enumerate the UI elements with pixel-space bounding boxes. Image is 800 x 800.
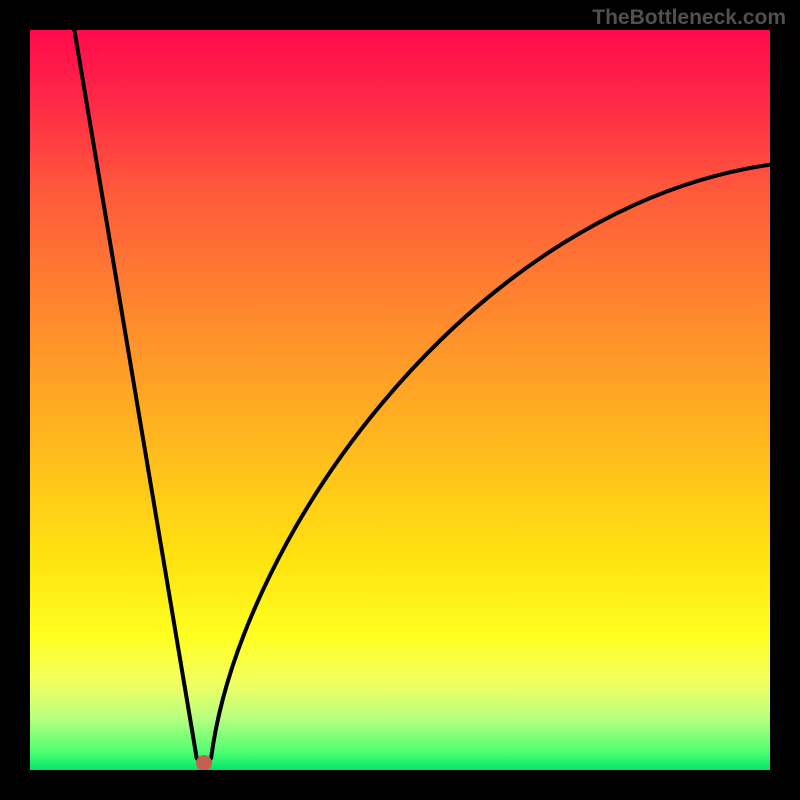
chart-plot-area [30,30,770,770]
watermark-text: TheBottleneck.com [592,6,786,30]
bottleneck-curve [30,30,770,770]
optimum-marker [196,755,212,770]
